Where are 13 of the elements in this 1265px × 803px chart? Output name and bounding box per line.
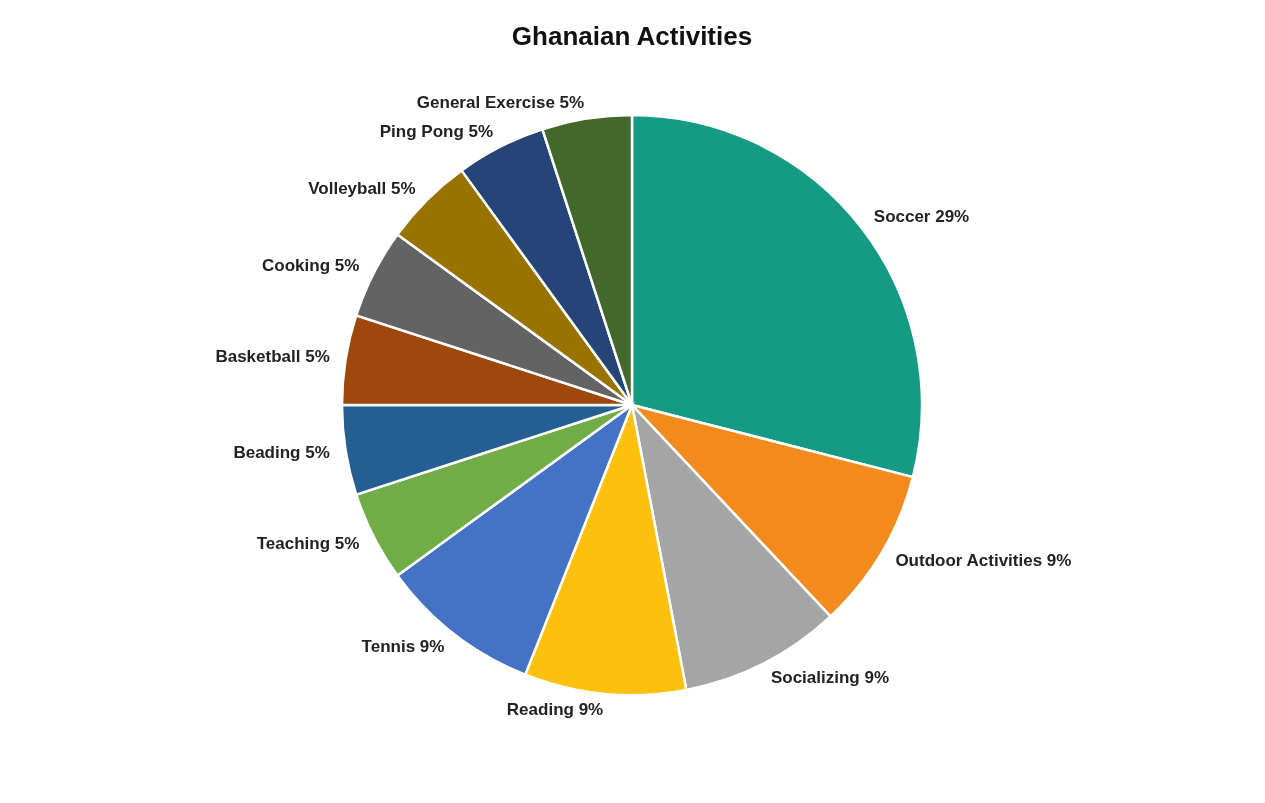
slice-label: Reading 9%	[506, 699, 604, 719]
slice-label: Soccer 29%	[873, 207, 970, 227]
slice-label: Volleyball 5%	[308, 178, 416, 198]
slice-label: Outdoor Activities 9%	[895, 550, 1072, 570]
slice-label: Socializing 9%	[770, 667, 890, 687]
slice-label: Tennis 9%	[361, 636, 445, 656]
slice-label: Ping Pong 5%	[379, 122, 494, 142]
slice-label: Teaching 5%	[256, 533, 360, 553]
chart-title: Ghanaian Activities	[511, 21, 753, 51]
slice-label: Cooking 5%	[262, 256, 360, 276]
slice-label: Beading 5%	[233, 442, 330, 462]
slice-label: Basketball 5%	[215, 347, 330, 367]
slice-label: General Exercise 5%	[416, 92, 585, 112]
